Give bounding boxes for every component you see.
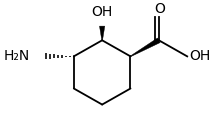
Text: OH: OH (92, 5, 113, 19)
Text: H₂N: H₂N (3, 49, 29, 63)
Polygon shape (130, 38, 160, 57)
Text: OH: OH (189, 49, 210, 63)
Polygon shape (100, 26, 105, 40)
Text: O: O (154, 2, 165, 16)
